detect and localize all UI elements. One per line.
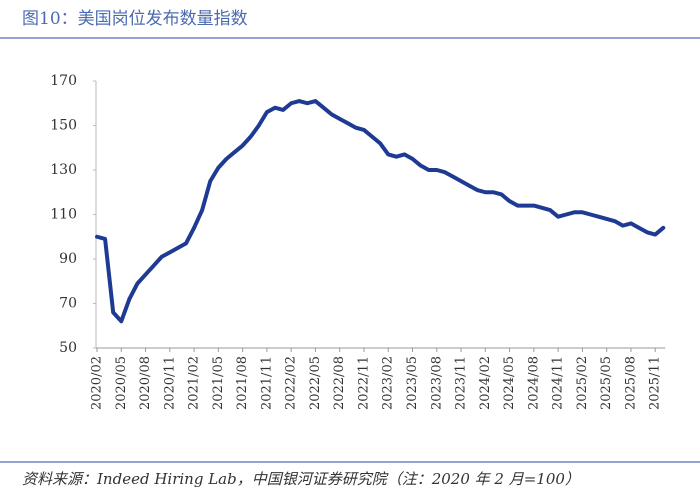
x-tick-label: 2025/08 [623,356,638,410]
x-tick-label: 2023/02 [381,356,396,410]
x-tick-label: 2024/05 [502,356,517,410]
x-tick-label: 2022/08 [332,356,347,410]
x-tick-label: 2022/11 [356,356,371,410]
y-tick-label: 130 [50,162,77,178]
x-tick-label: 2020/05 [114,356,129,410]
x-tick-label: 2025/02 [575,356,590,410]
x-tick-label: 2022/05 [308,356,323,410]
source-note: 资料来源：Indeed Hiring Lab，中国银河证券研究院（注：2020 … [22,470,580,488]
x-tick-label: 2020/02 [90,356,105,410]
x-tick-label: 2020/11 [162,356,177,410]
x-tick-label: 2025/11 [648,356,663,410]
x-tick-label: 2023/05 [405,356,420,410]
x-tick-label: 2024/02 [478,356,493,410]
x-tick-label: 2021/02 [187,356,202,410]
y-tick-label: 90 [59,251,77,267]
x-tick-label: 2024/11 [551,356,566,410]
y-tick-label: 170 [50,73,77,89]
x-tick-label: 2022/02 [284,356,299,410]
x-tick-label: 2023/11 [454,356,469,410]
y-tick-label: 110 [50,207,77,223]
x-tick-label: 2024/08 [526,356,541,410]
chart-title: 图10：美国岗位发布数量指数 [22,9,248,29]
y-tick-label: 150 [50,118,77,134]
data-line [95,99,666,324]
x-tick-label: 2020/08 [138,356,153,410]
y-tick-label: 50 [59,340,77,356]
x-tick-label: 2025/05 [599,356,614,410]
y-tick-label: 70 [59,296,77,312]
x-tick-label: 2021/08 [235,356,250,410]
x-tick-label: 2021/11 [259,356,274,410]
x-tick-label: 2021/05 [211,356,226,410]
x-tick-label: 2023/08 [429,356,444,410]
